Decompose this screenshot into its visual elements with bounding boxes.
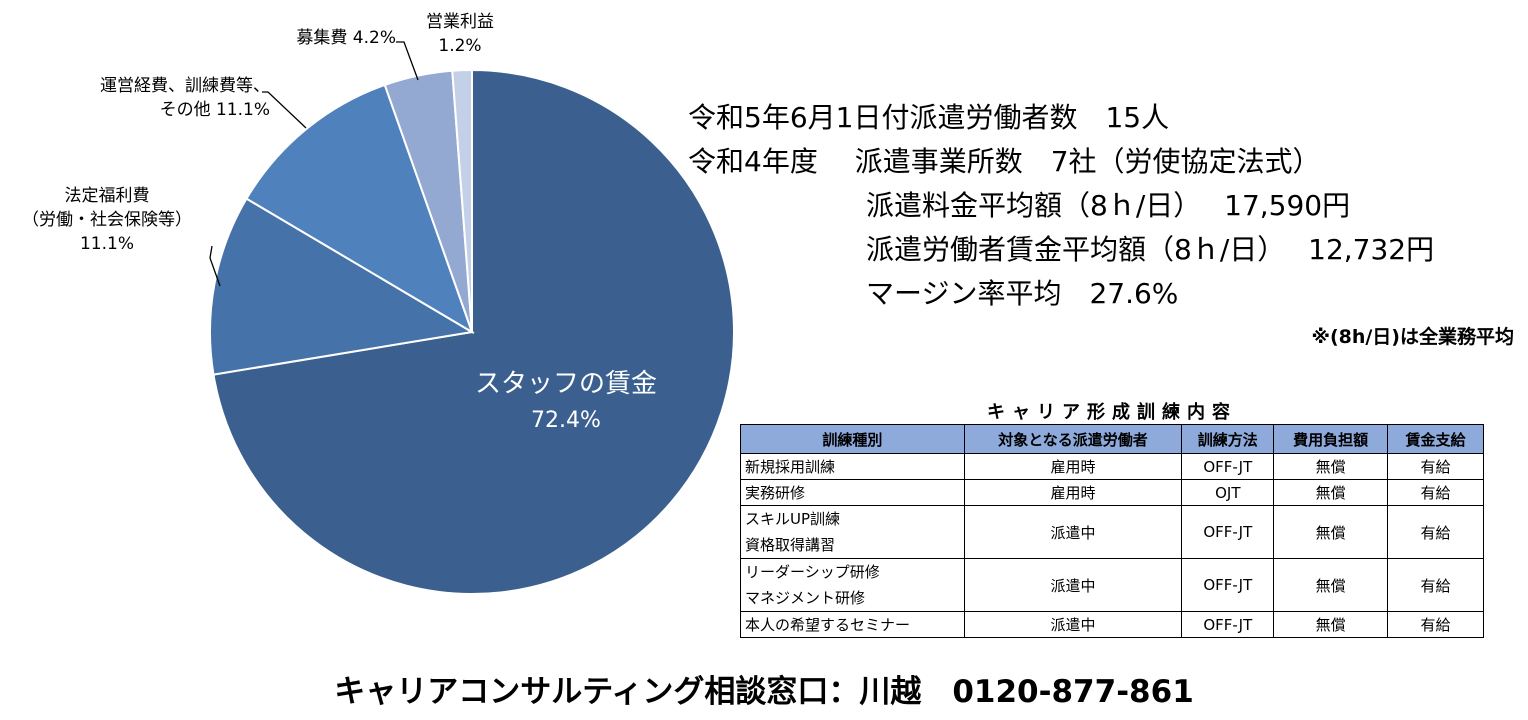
header-training-type: 訓練種別 xyxy=(740,424,965,454)
training-table-title: キャリア形成訓練内容 xyxy=(987,402,1237,423)
cell-target: 派遣中 xyxy=(963,505,1183,559)
label-profit: 営業利益 1.2% xyxy=(426,12,494,56)
cell-training-type: 実務研修 xyxy=(740,479,965,506)
cell-cost: 無償 xyxy=(1273,479,1389,506)
cell-target: 派遣中 xyxy=(963,558,1183,612)
cell-method: OFF-JT xyxy=(1181,505,1275,559)
cell-pay: 有給 xyxy=(1387,558,1484,612)
average-note: ※(8h/日)は全業務平均 xyxy=(1311,326,1514,348)
label-ops: 運営経費、訓練費等、 その他 11.1% xyxy=(100,76,270,120)
pie-chart xyxy=(209,41,735,595)
training-table: 訓練種別 対象となる派遣労働者 訓練方法 費用負担額 賃金支給 新規採用訓練 雇… xyxy=(740,424,1484,638)
leader-line-welfare xyxy=(209,245,221,287)
cell-pay: 有給 xyxy=(1387,453,1484,480)
info-line-3: 派遣料金平均額（8ｈ/日） 17,590円 xyxy=(866,189,1351,222)
info-line-2: 令和4年度 派遣事業所数 7社（労使協定法式） xyxy=(688,145,1321,178)
slice-operating-costs xyxy=(245,83,474,335)
label-recruit: 募集費 4.2% xyxy=(296,28,396,48)
cell-cost: 無償 xyxy=(1273,453,1389,480)
table-row: スキルUP訓練 資格取得講習 派遣中 OFF-JT 無償 有給 xyxy=(740,505,1484,559)
header-method: 訓練方法 xyxy=(1181,424,1275,454)
consultation-contact: キャリアコンサルティング相談窓口：川越 0120-877-861 xyxy=(334,674,1194,710)
label-wage: スタッフの賃金 72.4% xyxy=(474,369,657,433)
table-row: リーダーシップ研修 マネジメント研修 派遣中 OFF-JT 無償 有給 xyxy=(740,558,1484,612)
table-header-row: 訓練種別 対象となる派遣労働者 訓練方法 費用負担額 賃金支給 xyxy=(740,424,1484,454)
cell-pay: 有給 xyxy=(1387,479,1484,506)
cell-cost: 無償 xyxy=(1273,558,1389,612)
label-welfare: 法定福利費 （労働・社会保険等） 11.1% xyxy=(22,186,192,254)
header-pay: 賃金支給 xyxy=(1387,424,1484,454)
cell-training-type: リーダーシップ研修 マネジメント研修 xyxy=(740,558,965,612)
info-line-5: マージン率平均 27.6% xyxy=(866,277,1179,310)
cell-method: OFF-JT xyxy=(1181,611,1275,638)
cell-target: 雇用時 xyxy=(963,479,1183,506)
cell-pay: 有給 xyxy=(1387,505,1484,559)
cell-cost: 無償 xyxy=(1273,505,1389,559)
slice-operating-profit xyxy=(451,68,473,333)
cell-training-type: 新規採用訓練 xyxy=(740,453,965,480)
leader-line-ops xyxy=(262,91,307,129)
dispatch-info: 令和5年6月1日付派遣労働者数 15人 令和4年度 派遣事業所数 7社（労使協定… xyxy=(688,96,1434,316)
cell-method: OFF-JT xyxy=(1181,453,1275,480)
header-target: 対象となる派遣労働者 xyxy=(963,424,1183,454)
cell-method: OFF-JT xyxy=(1181,558,1275,612)
header-cost: 費用負担額 xyxy=(1273,424,1389,454)
table-row: 新規採用訓練 雇用時 OFF-JT 無償 有給 xyxy=(740,453,1484,480)
info-line-1: 令和5年6月1日付派遣労働者数 15人 xyxy=(688,101,1170,134)
leader-line-recruit xyxy=(396,41,419,81)
table-row: 実務研修 雇用時 OJT 無償 有給 xyxy=(740,479,1484,506)
cell-method: OJT xyxy=(1181,479,1275,506)
info-line-4: 派遣労働者賃金平均額（8ｈ/日） 12,732円 xyxy=(866,233,1435,266)
cell-training-type: 本人の希望するセミナー xyxy=(740,611,965,638)
cell-cost: 無償 xyxy=(1273,611,1389,638)
table-row: 本人の希望するセミナー 派遣中 OFF-JT 無償 有給 xyxy=(740,611,1484,638)
cell-pay: 有給 xyxy=(1387,611,1484,638)
cell-target: 派遣中 xyxy=(963,611,1183,638)
cell-target: 雇用時 xyxy=(963,453,1183,480)
slice-legal-welfare xyxy=(209,197,475,376)
cell-training-type: スキルUP訓練 資格取得講習 xyxy=(740,505,965,559)
